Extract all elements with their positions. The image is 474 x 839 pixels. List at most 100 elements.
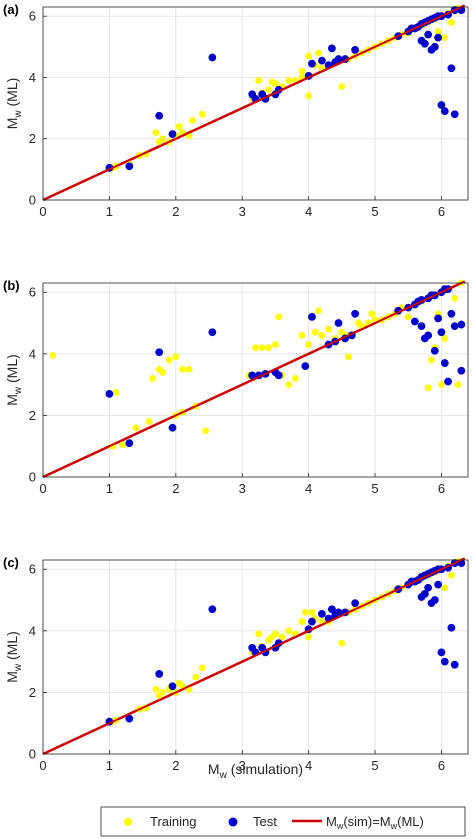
training-point <box>338 639 346 647</box>
training-point <box>268 78 276 86</box>
training-point <box>447 18 455 26</box>
test-point <box>334 55 343 63</box>
y-tick-label: 2 <box>29 408 36 423</box>
y-tick-label: 6 <box>29 562 36 577</box>
test-point <box>434 314 443 323</box>
training-point <box>298 618 306 625</box>
x-tick-label: 4 <box>305 758 312 773</box>
test-point <box>248 371 257 380</box>
panel-a: 0 1 2 3 4 5 6 0 2 4 6 (a) Mw (ML) <box>3 2 469 219</box>
legend-training-marker <box>124 818 132 826</box>
x-tick-label: 1 <box>106 481 113 496</box>
training-point <box>447 571 455 579</box>
reference-line-overlay <box>42 557 466 755</box>
training-point <box>252 344 259 352</box>
training-point <box>119 441 127 449</box>
x-tick-label: 5 <box>371 481 378 496</box>
y-tick-label: 6 <box>29 9 36 24</box>
training-point <box>175 123 183 130</box>
test-point <box>447 309 456 318</box>
training-point <box>278 633 286 641</box>
test-point <box>420 589 429 598</box>
training-point <box>311 328 319 336</box>
panel-label: (a) <box>3 2 19 17</box>
x-tick-label: 1 <box>106 204 113 219</box>
x-tick-label: 4 <box>305 204 312 219</box>
training-point <box>438 381 445 389</box>
test-point <box>351 309 360 318</box>
test-point <box>351 599 360 608</box>
test-point <box>417 322 426 331</box>
training-point <box>285 381 293 389</box>
training-point <box>255 77 263 84</box>
legend-test-label: Test <box>253 814 277 829</box>
training-point <box>159 135 166 143</box>
test-point <box>437 101 446 109</box>
test-point <box>208 53 217 62</box>
test-point <box>437 648 446 657</box>
training-point <box>275 313 283 321</box>
training-point <box>185 365 193 373</box>
x-tick-label: 4 <box>305 481 312 496</box>
y-tick-label: 2 <box>29 131 36 146</box>
axes-box <box>42 6 469 201</box>
training-point <box>424 384 432 392</box>
y-tick-label: 4 <box>29 346 36 361</box>
test-point <box>410 317 419 326</box>
y-tick-label: 0 <box>29 193 36 208</box>
training-point <box>159 368 166 376</box>
panel-label: (c) <box>3 555 19 570</box>
test-point <box>457 320 466 329</box>
test-point <box>444 377 452 386</box>
training-point <box>285 627 293 635</box>
test-point <box>437 328 446 337</box>
test-point <box>105 389 114 398</box>
test-point <box>308 312 316 321</box>
test-point <box>274 371 283 380</box>
test-point <box>125 714 134 723</box>
test-point <box>334 608 343 617</box>
legend-test-marker <box>228 817 238 827</box>
test-point <box>447 623 456 632</box>
panel-c: 0 1 2 3 4 5 6 0 2 4 6 (c) Mw (ML) <box>3 555 469 773</box>
test-point <box>440 359 449 367</box>
test-point <box>450 322 459 331</box>
training-point <box>112 388 120 396</box>
test-point <box>208 605 217 614</box>
test-point <box>318 56 326 65</box>
test-point <box>155 111 164 120</box>
panel-b: 0 1 2 3 4 5 6 0 2 4 6 (b) Mw (ML) <box>3 278 469 496</box>
training-point <box>192 673 200 681</box>
test-point <box>424 331 433 340</box>
y-axis-label: Mw (ML) <box>4 354 24 406</box>
test-point <box>420 39 429 48</box>
training-point <box>318 331 326 339</box>
x-tick-label: 3 <box>239 481 246 496</box>
test-point <box>440 107 449 116</box>
test-point <box>424 30 433 39</box>
training-point <box>368 310 376 318</box>
training-point <box>305 341 313 348</box>
y-axis-label: Mw (ML) <box>4 78 24 130</box>
legend-line-label: Mw(sim)=Mw(ML) <box>326 814 424 831</box>
x-tick-label: 2 <box>172 204 179 219</box>
x-tick-label: 6 <box>438 758 445 773</box>
y-tick-label: 0 <box>29 747 36 762</box>
training-point <box>189 116 196 124</box>
training-point <box>132 424 140 432</box>
y-tick-label: 2 <box>29 685 36 700</box>
test-point <box>308 617 316 626</box>
reference-line-overlay <box>42 4 466 201</box>
x-tick-label: 2 <box>172 758 179 773</box>
test-point <box>430 596 439 604</box>
test-point <box>155 670 164 678</box>
axes-box <box>42 282 469 478</box>
legend-training-label: Training <box>150 814 196 829</box>
axes-box <box>42 559 469 755</box>
training-point <box>198 110 206 118</box>
test-point <box>450 660 459 669</box>
test-point <box>434 33 443 42</box>
training-point <box>198 664 206 672</box>
test-point <box>457 366 466 375</box>
test-point <box>208 328 217 337</box>
